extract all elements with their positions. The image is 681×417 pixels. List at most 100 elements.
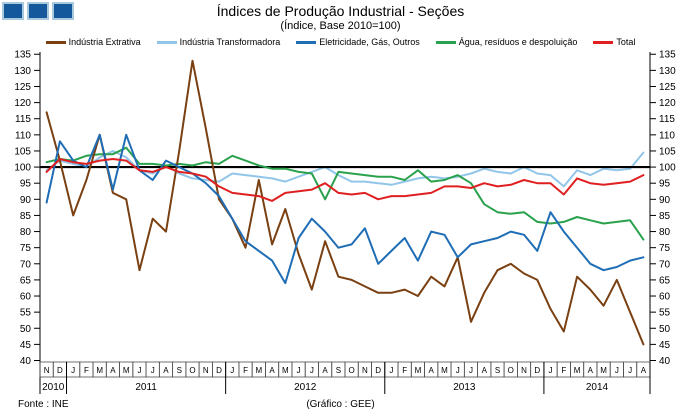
month-label: N bbox=[44, 366, 50, 375]
month-label: S bbox=[177, 366, 182, 375]
y-tick-label: 75 bbox=[20, 243, 32, 254]
month-label: F bbox=[561, 366, 566, 375]
y-tick-label: 75 bbox=[659, 243, 671, 254]
y-tick-label: 85 bbox=[659, 211, 671, 222]
month-label: J bbox=[310, 366, 314, 375]
month-label: D bbox=[216, 366, 222, 375]
legend-label: Indústria Extrativa bbox=[68, 37, 141, 47]
month-label: D bbox=[375, 366, 381, 375]
legend-label: Eletricidade, Gás, Outros bbox=[319, 37, 420, 47]
month-label: F bbox=[243, 366, 248, 375]
y-tick-label: 50 bbox=[659, 324, 671, 335]
y-tick-label: 70 bbox=[20, 259, 32, 270]
month-label: N bbox=[521, 366, 527, 375]
month-label: O bbox=[189, 366, 195, 375]
y-tick-label: 115 bbox=[15, 114, 31, 125]
y-tick-label: 125 bbox=[659, 82, 676, 93]
y-tick-label: 40 bbox=[20, 356, 32, 367]
y-tick-label: 105 bbox=[14, 146, 31, 157]
y-tick-label: 80 bbox=[659, 227, 671, 238]
logo-square-icon bbox=[27, 2, 49, 20]
month-label: D bbox=[534, 366, 540, 375]
month-label: J bbox=[297, 366, 301, 375]
month-label: A bbox=[588, 366, 594, 375]
month-label: M bbox=[600, 366, 607, 375]
month-label: M bbox=[96, 366, 103, 375]
y-tick-label: 60 bbox=[20, 292, 32, 303]
series-line bbox=[45, 158, 645, 202]
y-tick-label: 70 bbox=[659, 259, 671, 270]
month-label: A bbox=[269, 366, 275, 375]
credit-note: (Gráfico : GEE) bbox=[306, 399, 375, 410]
legend-item: Total bbox=[593, 37, 635, 47]
legend-label: Água, resíduos e despoluição bbox=[458, 37, 578, 47]
y-tick-label: 100 bbox=[659, 163, 676, 174]
logo-square-icon bbox=[52, 2, 74, 20]
y-tick-label: 110 bbox=[15, 130, 31, 141]
legend-item: Indústria Transformadora bbox=[156, 37, 281, 47]
legend: Indústria Extrativa Indústria Transformad… bbox=[0, 37, 681, 47]
month-label: M bbox=[441, 366, 448, 375]
month-label: F bbox=[402, 366, 407, 375]
series-line bbox=[45, 133, 645, 285]
month-label: A bbox=[482, 366, 488, 375]
month-label: D bbox=[57, 366, 63, 375]
month-label: A bbox=[163, 366, 169, 375]
month-label: A bbox=[322, 366, 328, 375]
month-label: J bbox=[549, 366, 553, 375]
year-label: 2010 bbox=[42, 382, 65, 393]
y-tick-label: 135 bbox=[659, 50, 676, 61]
y-tick-label: 55 bbox=[659, 308, 671, 319]
y-tick-label: 120 bbox=[659, 98, 676, 109]
y-tick-label: 90 bbox=[659, 195, 671, 206]
series-line bbox=[45, 146, 645, 241]
month-label: J bbox=[469, 366, 473, 375]
month-label: M bbox=[123, 366, 130, 375]
y-tick-label: 45 bbox=[659, 340, 671, 351]
month-label: O bbox=[349, 366, 355, 375]
month-label: J bbox=[389, 366, 393, 375]
legend-item: Água, resíduos e despoluição bbox=[435, 37, 578, 47]
y-tick-label: 60 bbox=[659, 292, 671, 303]
legend-item: Indústria Extrativa bbox=[45, 37, 141, 47]
month-label: S bbox=[336, 366, 341, 375]
y-tick-label: 110 bbox=[659, 130, 675, 141]
month-label: J bbox=[151, 366, 155, 375]
month-label: A bbox=[641, 366, 647, 375]
y-tick-label: 40 bbox=[659, 356, 671, 367]
month-label: O bbox=[508, 366, 514, 375]
source-note: Fonte : INE bbox=[18, 399, 69, 410]
y-tick-label: 65 bbox=[20, 275, 32, 286]
month-label: A bbox=[429, 366, 435, 375]
month-label: N bbox=[203, 366, 209, 375]
y-tick-label: 95 bbox=[20, 179, 32, 190]
month-label: A bbox=[110, 366, 116, 375]
y-tick-label: 100 bbox=[14, 163, 31, 174]
series-line bbox=[45, 59, 645, 346]
month-label: S bbox=[495, 366, 500, 375]
y-tick-label: 55 bbox=[20, 308, 32, 319]
month-label: N bbox=[362, 366, 368, 375]
legend-label: Indústria Transformadora bbox=[179, 37, 281, 47]
y-tick-label: 45 bbox=[20, 340, 32, 351]
y-tick-label: 105 bbox=[659, 146, 676, 157]
y-tick-label: 125 bbox=[14, 82, 31, 93]
month-label: M bbox=[574, 366, 581, 375]
y-tick-label: 90 bbox=[20, 195, 32, 206]
month-label: J bbox=[615, 366, 619, 375]
y-tick-label: 95 bbox=[659, 179, 671, 190]
logo-square-icon bbox=[2, 2, 24, 20]
month-label: F bbox=[84, 366, 89, 375]
y-tick-label: 120 bbox=[14, 98, 31, 109]
month-label: J bbox=[456, 366, 460, 375]
month-label: M bbox=[282, 366, 289, 375]
month-label: J bbox=[71, 366, 75, 375]
y-tick-label: 50 bbox=[20, 324, 32, 335]
y-tick-label: 135 bbox=[14, 50, 31, 61]
month-label: J bbox=[137, 366, 141, 375]
legend-item: Eletricidade, Gás, Outros bbox=[296, 37, 420, 47]
y-tick-label: 130 bbox=[659, 66, 676, 77]
month-label: M bbox=[415, 366, 422, 375]
legend-line-swatch bbox=[435, 40, 456, 44]
